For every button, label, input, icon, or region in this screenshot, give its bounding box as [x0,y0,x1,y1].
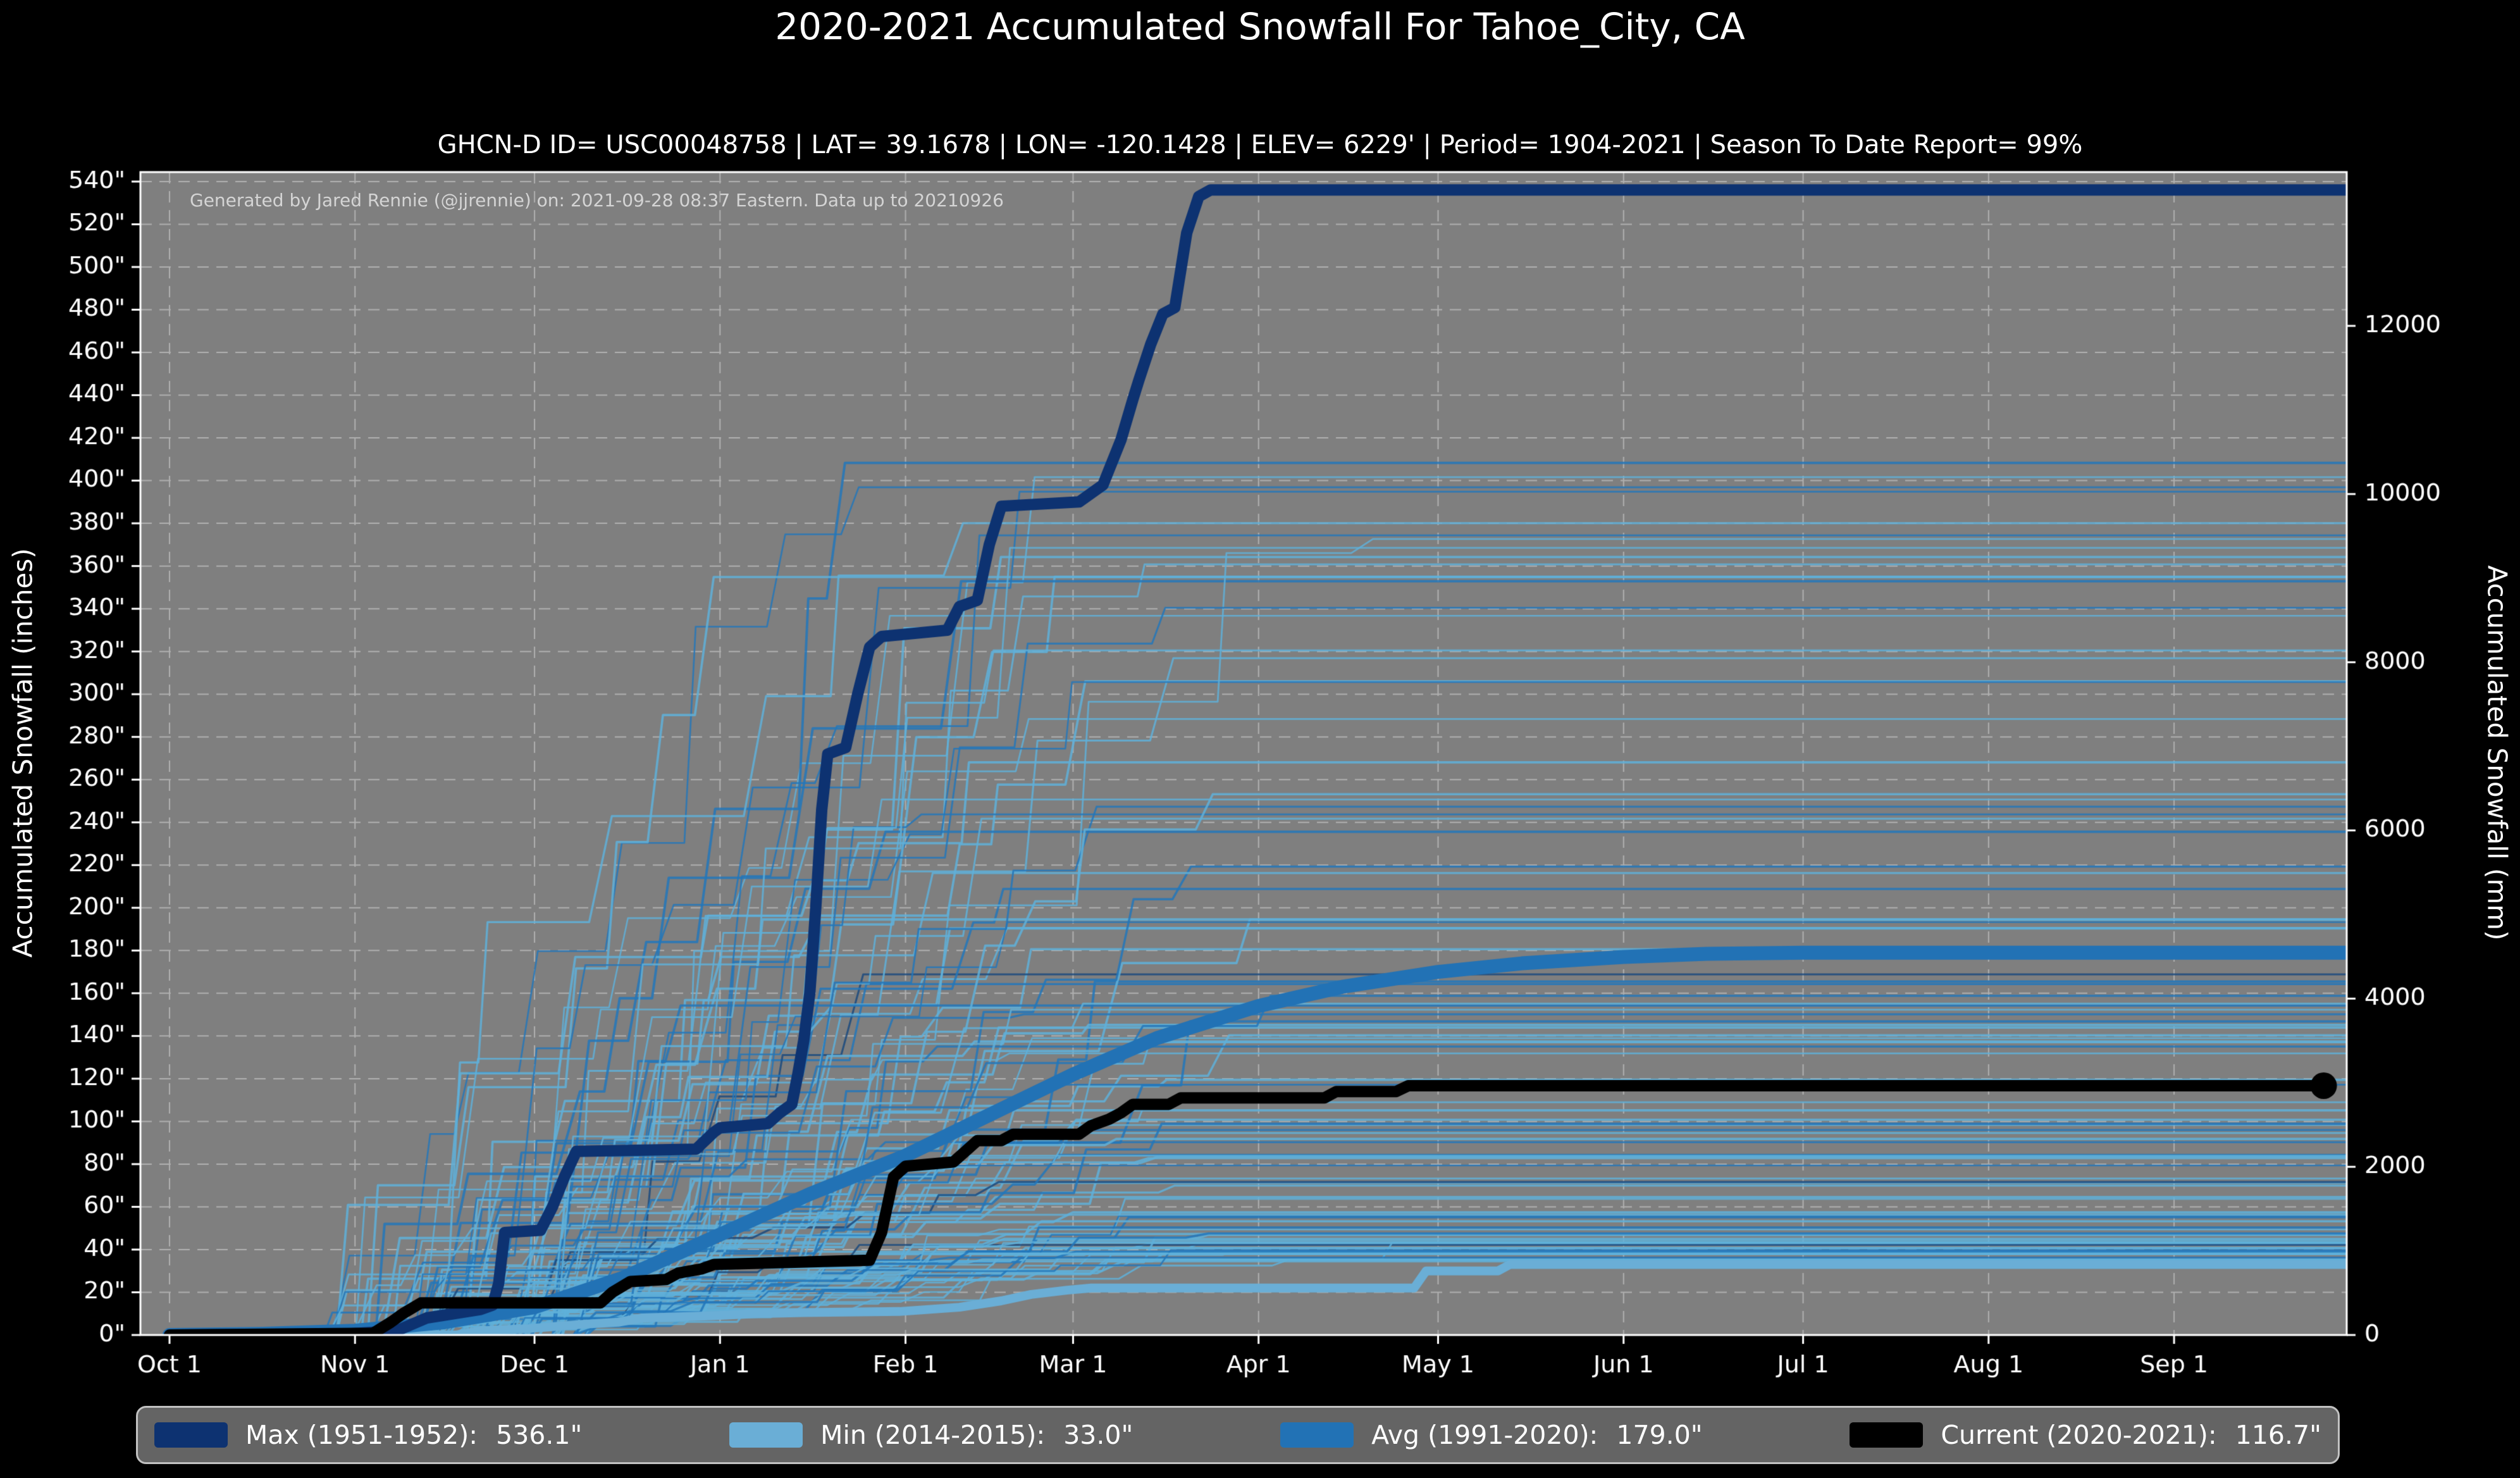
legend-item-avg: Avg (1991-2020): 179.0" [1280,1420,1703,1450]
legend-value-max: 536.1" [496,1420,583,1450]
legend-label-max: Max (1951-1952): [245,1420,486,1450]
legend-value-current: 116.7" [2235,1420,2321,1450]
min-line-swatch [729,1422,803,1448]
current-line-swatch [1850,1422,1924,1448]
y-axis-label-mm: Accumulated Snowfall (mm) [2481,565,2513,941]
legend-label-avg: Avg (1991-2020): [1371,1420,1607,1450]
legend-item-max: Max (1951-1952): 536.1" [154,1420,582,1450]
max-line-swatch [154,1422,228,1448]
legend-value-avg: 179.0" [1616,1420,1703,1450]
avg-line-swatch [1280,1422,1354,1448]
legend-value-min: 33.0" [1063,1420,1133,1450]
generated-by-annotation: Generated by Jared Rennie (@jjrennie) on… [190,190,1004,211]
station-metadata-subtitle: GHCN-D ID= USC00048758 | LAT= 39.1678 | … [437,130,2083,159]
legend: Max (1951-1952): 536.1" Min (2014-2015):… [136,1406,2340,1464]
page-title: 2020-2021 Accumulated Snowfall For Tahoe… [775,5,1745,48]
y-axis-label-inches: Accumulated Snowfall (inches) [7,548,39,958]
legend-label-current: Current (2020-2021): [1941,1420,2225,1450]
legend-item-min: Min (2014-2015): 33.0" [729,1420,1133,1450]
legend-label-min: Min (2014-2015): [820,1420,1054,1450]
legend-item-current: Current (2020-2021): 116.7" [1850,1420,2321,1450]
